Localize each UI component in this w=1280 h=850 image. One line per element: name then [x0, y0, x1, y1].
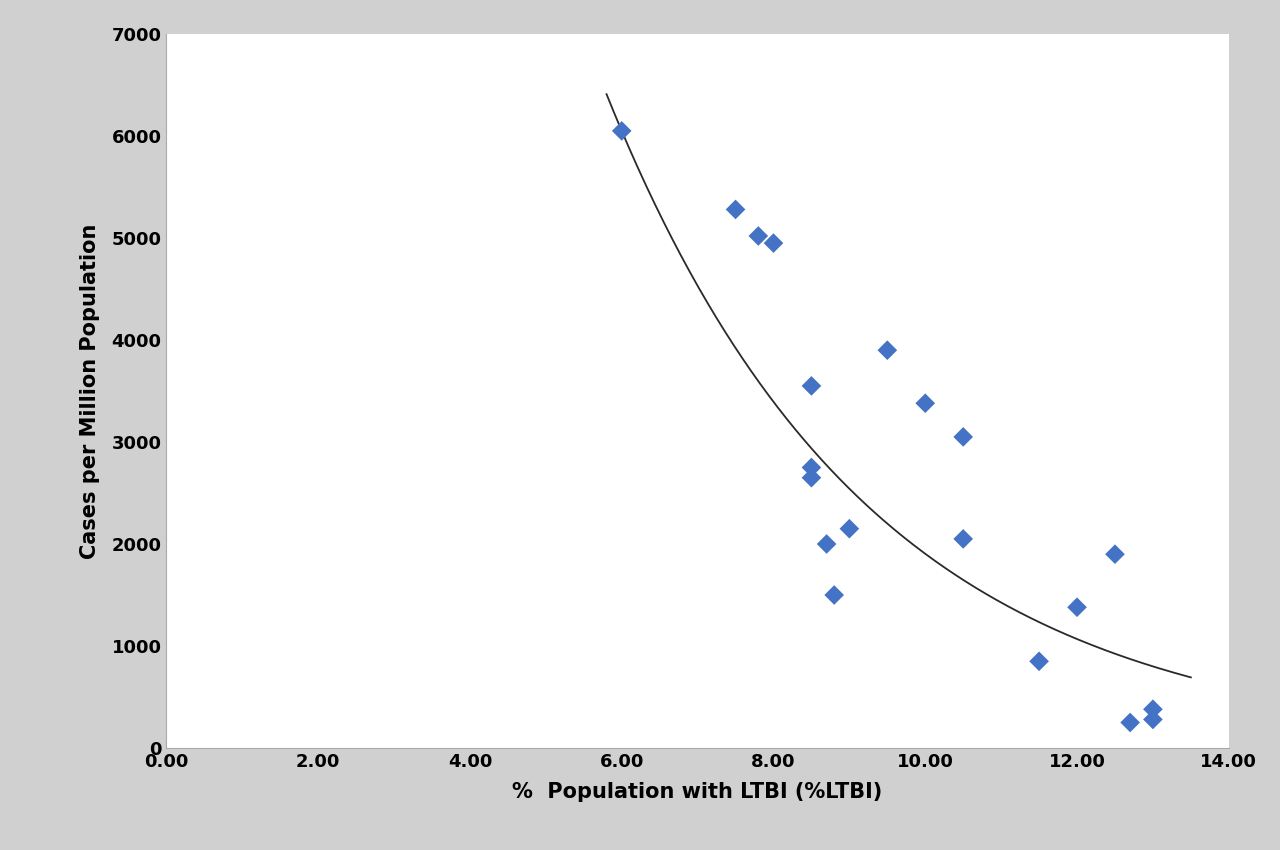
Point [952, 532, 973, 546]
Point [1143, 702, 1164, 716]
Point [1120, 716, 1140, 729]
Point [877, 343, 897, 357]
Y-axis label: Cases per Million Population: Cases per Million Population [81, 224, 100, 558]
Point [612, 124, 632, 138]
Point [1029, 654, 1050, 668]
Point [801, 471, 822, 484]
Point [952, 430, 973, 444]
Point [801, 379, 822, 393]
X-axis label: %  Population with LTBI (%LTBI): % Population with LTBI (%LTBI) [512, 782, 883, 802]
Point [1105, 547, 1125, 561]
Point [840, 522, 860, 536]
Point [1143, 712, 1164, 726]
Point [801, 461, 822, 474]
Point [1066, 600, 1087, 614]
Point [824, 588, 845, 602]
Point [915, 396, 936, 410]
Point [726, 202, 746, 216]
Point [763, 236, 783, 250]
Point [817, 537, 837, 551]
Point [748, 230, 768, 243]
